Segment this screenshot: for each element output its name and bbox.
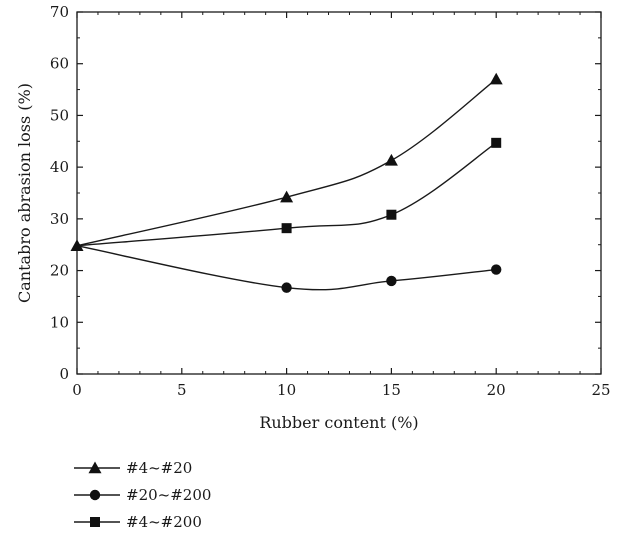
data-point-square	[281, 223, 292, 234]
data-point-circle	[386, 275, 397, 287]
series-line-circle	[76, 245, 497, 291]
legend-marker-triangle	[88, 461, 102, 474]
x-tick-label: 20	[487, 381, 506, 399]
axis-ticks: 0 5 10 15 20 25 0 10 20 30 40 50 60 70	[50, 3, 611, 399]
data-point-circle	[281, 282, 292, 293]
series-lines	[76, 78, 497, 291]
y-tick-label: 40	[50, 158, 69, 176]
x-tick-label: 0	[72, 381, 82, 399]
legend: #4~#20 #20~#200 #4~#200	[74, 459, 211, 531]
series-markers	[70, 72, 503, 293]
series-line-square	[76, 142, 497, 247]
y-axis-title: Cantabro abrasion loss (%)	[15, 83, 34, 303]
legend-label: #20~#200	[126, 486, 211, 504]
legend-label: #4~#200	[126, 513, 202, 531]
plot-frame	[76, 11, 602, 375]
x-axis-title: Rubber content (%)	[259, 413, 418, 432]
x-tick-label: 15	[382, 381, 401, 399]
y-tick-label: 0	[59, 365, 69, 383]
legend-marker-square	[90, 517, 100, 527]
y-tick-label: 30	[50, 210, 69, 228]
series-line-triangle	[76, 78, 497, 247]
data-point-square	[386, 209, 397, 220]
y-tick-label: 50	[50, 106, 69, 124]
y-tick-label: 60	[50, 55, 69, 73]
y-tick-label: 10	[50, 313, 69, 331]
data-point-circle	[491, 264, 502, 275]
x-tick-label: 25	[591, 381, 610, 399]
y-tick-label: 70	[50, 3, 69, 21]
data-point-square	[491, 137, 502, 148]
data-point-triangle	[70, 239, 84, 251]
legend-marker-circle	[89, 489, 101, 501]
legend-label: #4~#20	[126, 459, 192, 477]
data-point-triangle	[280, 190, 294, 203]
data-point-triangle	[489, 72, 503, 85]
x-tick-label: 5	[177, 381, 187, 399]
y-tick-label: 20	[50, 262, 69, 280]
x-tick-label: 10	[277, 381, 296, 399]
data-point-triangle	[384, 153, 398, 166]
